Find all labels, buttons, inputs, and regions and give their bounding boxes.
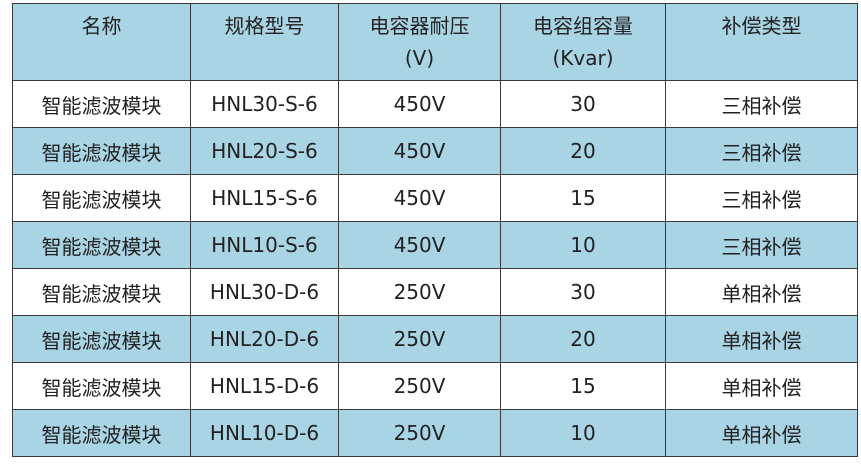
table-cell: 智能滤波模块 <box>12 174 191 222</box>
header-cell: 电容器耐压 (V) <box>338 3 501 81</box>
table-row: 智能滤波模块 HNL15-S-6 450V 15 三相补偿 <box>12 174 858 222</box>
table-cell: 450V <box>338 174 501 222</box>
table-row: 智能滤波模块 HNL20-D-6 250V 20 单相补偿 <box>12 315 858 363</box>
header-text: 规格型号 <box>224 14 305 38</box>
table-cell: 30 <box>500 80 666 128</box>
table-cell: 三相补偿 <box>665 174 858 222</box>
table-cell: 250V <box>338 362 501 410</box>
table-row: 智能滤波模块 HNL10-D-6 250V 10 单相补偿 <box>12 409 858 457</box>
table-cell: HNL30-S-6 <box>190 80 339 128</box>
table-cell: HNL20-S-6 <box>190 127 339 175</box>
table-cell: 15 <box>500 362 666 410</box>
table-cell: HNL30-D-6 <box>190 268 339 316</box>
header-cell: 规格型号 <box>190 3 339 81</box>
table-body: 智能滤波模块 HNL30-S-6 450V 30 三相补偿 智能滤波模块 HNL20-S-6… <box>12 80 858 457</box>
spec-table: 名称 规格型号 电容器耐压 (V) 电容组容量 (Kvar) 补偿类型 智能滤波模块 HNL3… <box>12 3 858 457</box>
header-text: 名称 <box>81 14 122 38</box>
table-cell: 30 <box>500 268 666 316</box>
table-cell: 智能滤波模块 <box>12 315 191 363</box>
table-cell: 单相补偿 <box>665 362 858 410</box>
table-cell: HNL10-D-6 <box>190 409 339 457</box>
table-cell: 智能滤波模块 <box>12 80 191 128</box>
header-cell: 电容组容量 (Kvar) <box>500 3 666 81</box>
table-row: 智能滤波模块 HNL20-S-6 450V 20 三相补偿 <box>12 127 858 175</box>
table-cell: 三相补偿 <box>665 221 858 269</box>
table-cell: 智能滤波模块 <box>12 362 191 410</box>
table-cell: 15 <box>500 174 666 222</box>
table-cell: 三相补偿 <box>665 80 858 128</box>
table-cell: 250V <box>338 315 501 363</box>
header-text: (V) <box>404 46 435 70</box>
table-cell: 20 <box>500 315 666 363</box>
header-text: 电容器耐压 <box>369 14 470 38</box>
table-row: 智能滤波模块 HNL15-D-6 250V 15 单相补偿 <box>12 362 858 410</box>
table-cell: 智能滤波模块 <box>12 268 191 316</box>
table-cell: HNL20-D-6 <box>190 315 339 363</box>
header-row: 名称 规格型号 电容器耐压 (V) 电容组容量 (Kvar) 补偿类型 <box>12 3 858 81</box>
table-cell: 智能滤波模块 <box>12 409 191 457</box>
table-row: 智能滤波模块 HNL10-S-6 450V 10 三相补偿 <box>12 221 858 269</box>
table-row: 智能滤波模块 HNL30-S-6 450V 30 三相补偿 <box>12 80 858 128</box>
header-cell: 补偿类型 <box>665 3 858 81</box>
header-text: 电容组容量 <box>533 14 633 38</box>
header-cell: 名称 <box>12 3 191 81</box>
table-cell: HNL10-S-6 <box>190 221 339 269</box>
table-cell: 单相补偿 <box>665 315 858 363</box>
header-text: 补偿类型 <box>721 14 802 38</box>
table-cell: HNL15-D-6 <box>190 362 339 410</box>
header-text: (Kvar) <box>552 46 614 70</box>
table-row: 智能滤波模块 HNL30-D-6 250V 30 单相补偿 <box>12 268 858 316</box>
table-cell: 智能滤波模块 <box>12 221 191 269</box>
table-cell: 450V <box>338 80 501 128</box>
table-cell: 10 <box>500 221 666 269</box>
table-cell: HNL15-S-6 <box>190 174 339 222</box>
table-cell: 250V <box>338 409 501 457</box>
table-cell: 20 <box>500 127 666 175</box>
table-cell: 450V <box>338 221 501 269</box>
table-cell: 450V <box>338 127 501 175</box>
table-cell: 三相补偿 <box>665 127 858 175</box>
table-cell: 10 <box>500 409 666 457</box>
table-cell: 单相补偿 <box>665 409 858 457</box>
table-cell: 智能滤波模块 <box>12 127 191 175</box>
table-cell: 单相补偿 <box>665 268 858 316</box>
table-cell: 250V <box>338 268 501 316</box>
